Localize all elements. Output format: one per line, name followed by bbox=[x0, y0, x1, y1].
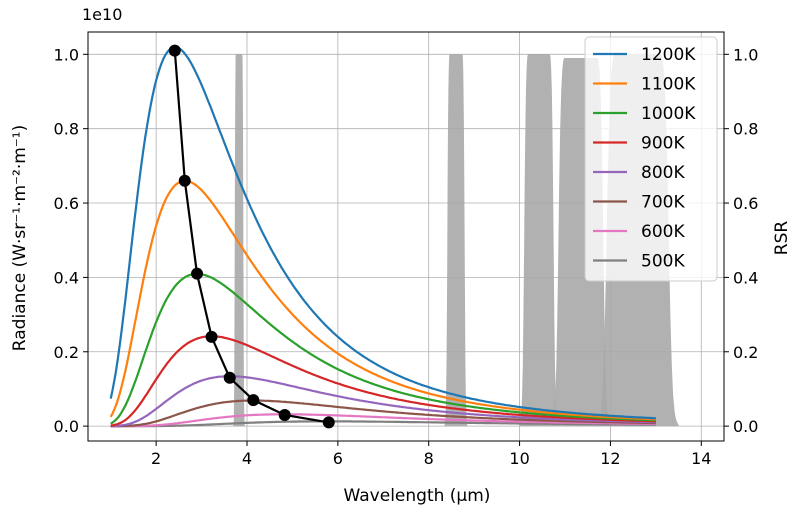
x-tick-label: 4 bbox=[242, 449, 252, 468]
series-line-1200K bbox=[109, 46, 656, 420]
y-tick-label: 1.0 bbox=[54, 45, 79, 64]
series-line-700K bbox=[110, 399, 656, 428]
plot-frame bbox=[87, 31, 725, 442]
legend-label: 500K bbox=[641, 252, 685, 272]
y-offset-text: 1e10 bbox=[82, 5, 122, 24]
peak-marker bbox=[223, 371, 236, 384]
tick-labels: 2 4 6 8 10 12 14 0.0 0.2 0.4 0.6 0.8 1.0 0.0 0.2 0.4 0.6… bbox=[54, 45, 759, 468]
peak-marker bbox=[191, 267, 204, 280]
y-tick-label: 0.2 bbox=[54, 343, 79, 362]
y2-tick-label: 0.2 bbox=[733, 343, 758, 362]
series-line-500K bbox=[110, 420, 656, 428]
series-line-600K bbox=[110, 413, 656, 428]
y-axis-label: Radiance (W·sr⁻¹·m⁻²·m⁻¹) bbox=[10, 125, 30, 351]
legend-box bbox=[584, 36, 718, 282]
y2-tick-label: 1.0 bbox=[733, 45, 758, 64]
axes bbox=[83, 31, 729, 446]
x-tick-label: 10 bbox=[509, 449, 529, 468]
legend-label: 900K bbox=[641, 134, 685, 154]
legend-label: 800K bbox=[641, 163, 685, 183]
rsr-band bbox=[233, 54, 245, 427]
y2-tick-label: 0.6 bbox=[733, 194, 758, 213]
y2-tick-label: 0.4 bbox=[733, 268, 758, 287]
y2-tick-label: 0.8 bbox=[733, 120, 758, 139]
x-tick-label: 2 bbox=[151, 449, 161, 468]
x-tick-label: 8 bbox=[424, 449, 434, 468]
x-tick-label: 12 bbox=[600, 449, 620, 468]
peak-wavelength-line bbox=[168, 44, 335, 429]
peak-marker bbox=[247, 394, 260, 407]
y-tick-label: 0.6 bbox=[54, 194, 79, 213]
legend-label: 1000K bbox=[641, 104, 696, 124]
peak-line-path bbox=[173, 50, 329, 424]
x-tick-label: 14 bbox=[691, 449, 711, 468]
peak-marker bbox=[322, 416, 335, 429]
legend-label: 1200K bbox=[641, 45, 696, 65]
rsr-band bbox=[519, 54, 559, 427]
legend: 1200K 1100K 1000K 900K 800K 700K 600K 500K bbox=[584, 36, 718, 282]
peak-marker bbox=[178, 174, 191, 187]
rsr-band bbox=[444, 54, 468, 427]
y2-tick-label: 0.0 bbox=[733, 417, 758, 436]
x-axis-label: Wavelength (μm) bbox=[344, 486, 491, 506]
legend-label: 1100K bbox=[641, 75, 696, 95]
x-tick-label: 6 bbox=[333, 449, 343, 468]
series-line-800K bbox=[110, 375, 656, 428]
y-tick-label: 0.0 bbox=[54, 417, 79, 436]
y-tick-label: 0.4 bbox=[54, 268, 79, 287]
peak-marker bbox=[205, 330, 218, 343]
series-line-1100K bbox=[109, 179, 656, 421]
peak-marker bbox=[168, 44, 181, 57]
legend-label: 600K bbox=[641, 222, 685, 242]
y2-axis-label: RSR bbox=[772, 221, 792, 256]
series-line-900K bbox=[110, 335, 656, 427]
peak-marker bbox=[278, 408, 291, 421]
legend-label: 700K bbox=[641, 193, 685, 213]
y-tick-label: 0.8 bbox=[54, 120, 79, 139]
